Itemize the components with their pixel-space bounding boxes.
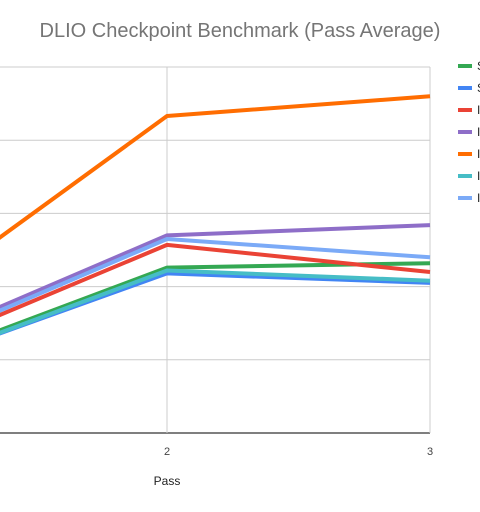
series-line-5 bbox=[0, 94, 431, 240]
x-tick-label: 2 bbox=[164, 446, 170, 458]
legend: SSIIIII bbox=[458, 59, 480, 205]
x-tick-label: 3 bbox=[427, 446, 433, 458]
series-lines bbox=[0, 94, 431, 336]
legend-label: I bbox=[477, 191, 480, 205]
series-line-2 bbox=[0, 271, 431, 336]
legend-label: I bbox=[477, 169, 480, 183]
legend-label: S bbox=[477, 59, 480, 73]
legend-label: I bbox=[477, 147, 480, 161]
x-axis-label: Pass bbox=[154, 474, 181, 488]
series-line-6 bbox=[0, 268, 431, 335]
series-line-4 bbox=[0, 223, 431, 310]
legend-label: I bbox=[477, 103, 480, 117]
legend-label: I bbox=[477, 125, 480, 139]
chart-title: DLIO Checkpoint Benchmark (Pass Average) bbox=[39, 20, 441, 42]
legend-label: S bbox=[477, 81, 480, 95]
gridlines bbox=[0, 66, 431, 434]
series-line-3 bbox=[0, 242, 431, 318]
series-line-7 bbox=[0, 237, 431, 313]
